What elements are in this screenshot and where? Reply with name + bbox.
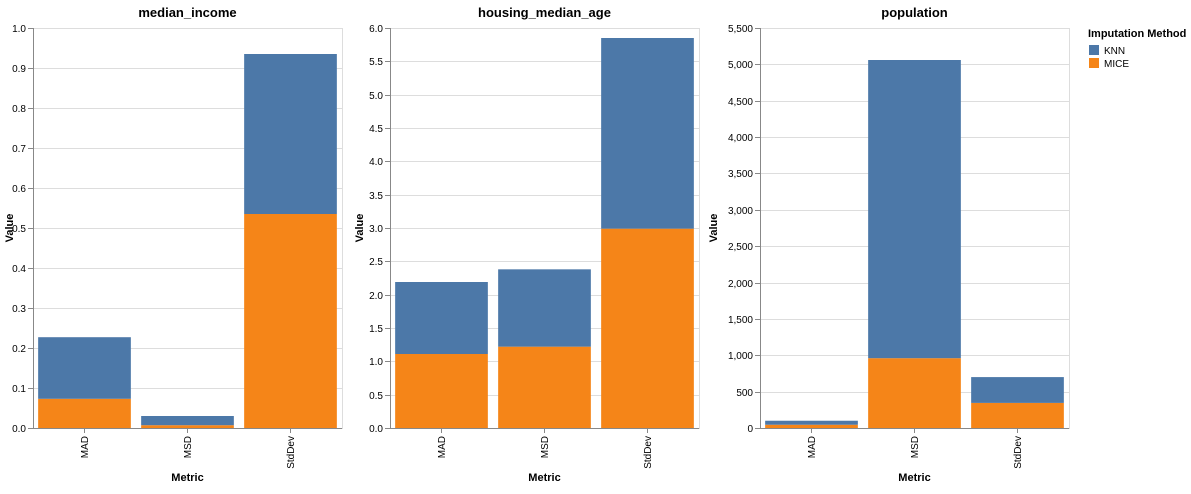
panel2-bar-mad-mice	[395, 354, 488, 428]
panel2-y-tick-label: 2.5	[369, 257, 383, 268]
panel1-bar-mad-knn	[38, 337, 131, 399]
panel2-y-tick-label: 1.0	[369, 357, 383, 368]
panel1-y-tick-label: 0.1	[12, 384, 26, 395]
panel3-bar-stddev-knn	[971, 377, 1064, 403]
legend-swatch-mice	[1089, 58, 1099, 68]
legend-label-knn: KNN	[1104, 46, 1125, 57]
panel2-bar-msd-mice	[498, 346, 591, 428]
panel2-y-tick-label: 4.0	[369, 157, 383, 168]
panel3-y-tick-label: 3,500	[728, 169, 753, 180]
panel1-x-tick-label: MAD	[80, 436, 91, 458]
panel2-y-tick-label: 3.0	[369, 224, 383, 235]
panel2-x-tick-label: MAD	[437, 436, 448, 458]
panel3-y-tick-label: 4,500	[728, 97, 753, 108]
panel3-y-tick-label: 2,500	[728, 242, 753, 253]
panel2-y-tick-label: 1.5	[369, 324, 383, 335]
panel1-y-tick-label: 0.3	[12, 304, 26, 315]
legend-title: Imputation Method	[1088, 28, 1186, 40]
panel2-x-tick-label: MSD	[540, 436, 551, 458]
panel3-y-tick-label: 2,000	[728, 279, 753, 290]
legend-swatch-knn	[1089, 45, 1099, 55]
panel3-y-tick-label: 0	[747, 424, 753, 435]
panel3-y-tick-label: 4,000	[728, 133, 753, 144]
panel2-y-axis-title: Value	[354, 214, 366, 243]
panel1-x-tick-label: MSD	[183, 436, 194, 458]
panel3-x-axis-title: Metric	[898, 472, 930, 484]
legend-label-mice: MICE	[1104, 59, 1129, 70]
panel2-y-tick-label: 2.0	[369, 291, 383, 302]
panel3-x-tick-label: MAD	[807, 436, 818, 458]
panel1-y-tick-label: 0.2	[12, 344, 26, 355]
panel3-bar-stddev-mice	[971, 402, 1064, 428]
panel1-y-tick-label: 0.8	[12, 104, 26, 115]
panel3-y-tick-label: 5,000	[728, 60, 753, 71]
panel3-y-tick-label: 1,000	[728, 351, 753, 362]
panel3-y-tick-label: 500	[736, 388, 753, 399]
panel2-bar-mad-knn	[395, 282, 488, 354]
panel1-y-axis-title: Value	[4, 214, 16, 243]
panel2-bar-stddev-mice	[601, 228, 694, 428]
panel3-y-tick-label: 1,500	[728, 315, 753, 326]
panel1-y-tick-label: 0.4	[12, 264, 26, 275]
panel1-bar-stddev-knn	[244, 54, 337, 214]
panel1-y-tick-label: 0.6	[12, 184, 26, 195]
panel2-y-tick-label: 5.5	[369, 57, 383, 68]
panel1-x-axis-title: Metric	[171, 472, 203, 484]
panel1-x-tick-label: StdDev	[286, 436, 297, 469]
panel2-y-tick-label: 6.0	[369, 24, 383, 35]
panel3-y-tick-label: 5,500	[728, 24, 753, 35]
panel1-y-tick-label: 0.0	[12, 424, 26, 435]
panel1-y-tick-label: 0.7	[12, 144, 26, 155]
panel3-bar-mad-mice	[765, 424, 858, 428]
panel1-y-tick-label: 1.0	[12, 24, 26, 35]
panel1-bar-msd-knn	[141, 416, 234, 426]
panel3-y-tick-label: 3,000	[728, 206, 753, 217]
panel3-title: population	[881, 5, 947, 20]
panel1-y-tick-label: 0.9	[12, 64, 26, 75]
panel3-x-tick-label: MSD	[910, 436, 921, 458]
panel2-y-tick-label: 0.0	[369, 424, 383, 435]
panel2-y-tick-label: 0.5	[369, 391, 383, 402]
panel3-y-axis-title: Value	[708, 214, 720, 243]
panel2-bar-stddev-knn	[601, 38, 694, 229]
panel1-y-tick-label: 0.5	[12, 224, 26, 235]
panel2-x-axis-title: Metric	[528, 472, 560, 484]
panel1-bar-mad-mice	[38, 398, 131, 428]
panel2-x-tick-label: StdDev	[643, 436, 654, 469]
panel2-bar-msd-knn	[498, 269, 591, 347]
panel2-y-tick-label: 5.0	[369, 91, 383, 102]
panel1-bar-stddev-mice	[244, 214, 337, 428]
panel1-title: median_income	[138, 5, 236, 20]
panel3-bar-msd-knn	[868, 60, 961, 359]
panel3-x-tick-label: StdDev	[1013, 436, 1024, 469]
panel2-y-tick-label: 4.5	[369, 124, 383, 135]
panel3-bar-mad-knn	[765, 420, 858, 425]
panel2-title: housing_median_age	[478, 5, 611, 20]
panel3-bar-msd-mice	[868, 358, 961, 428]
panel2-y-tick-label: 3.5	[369, 191, 383, 202]
panel1-bar-msd-mice	[141, 425, 234, 428]
